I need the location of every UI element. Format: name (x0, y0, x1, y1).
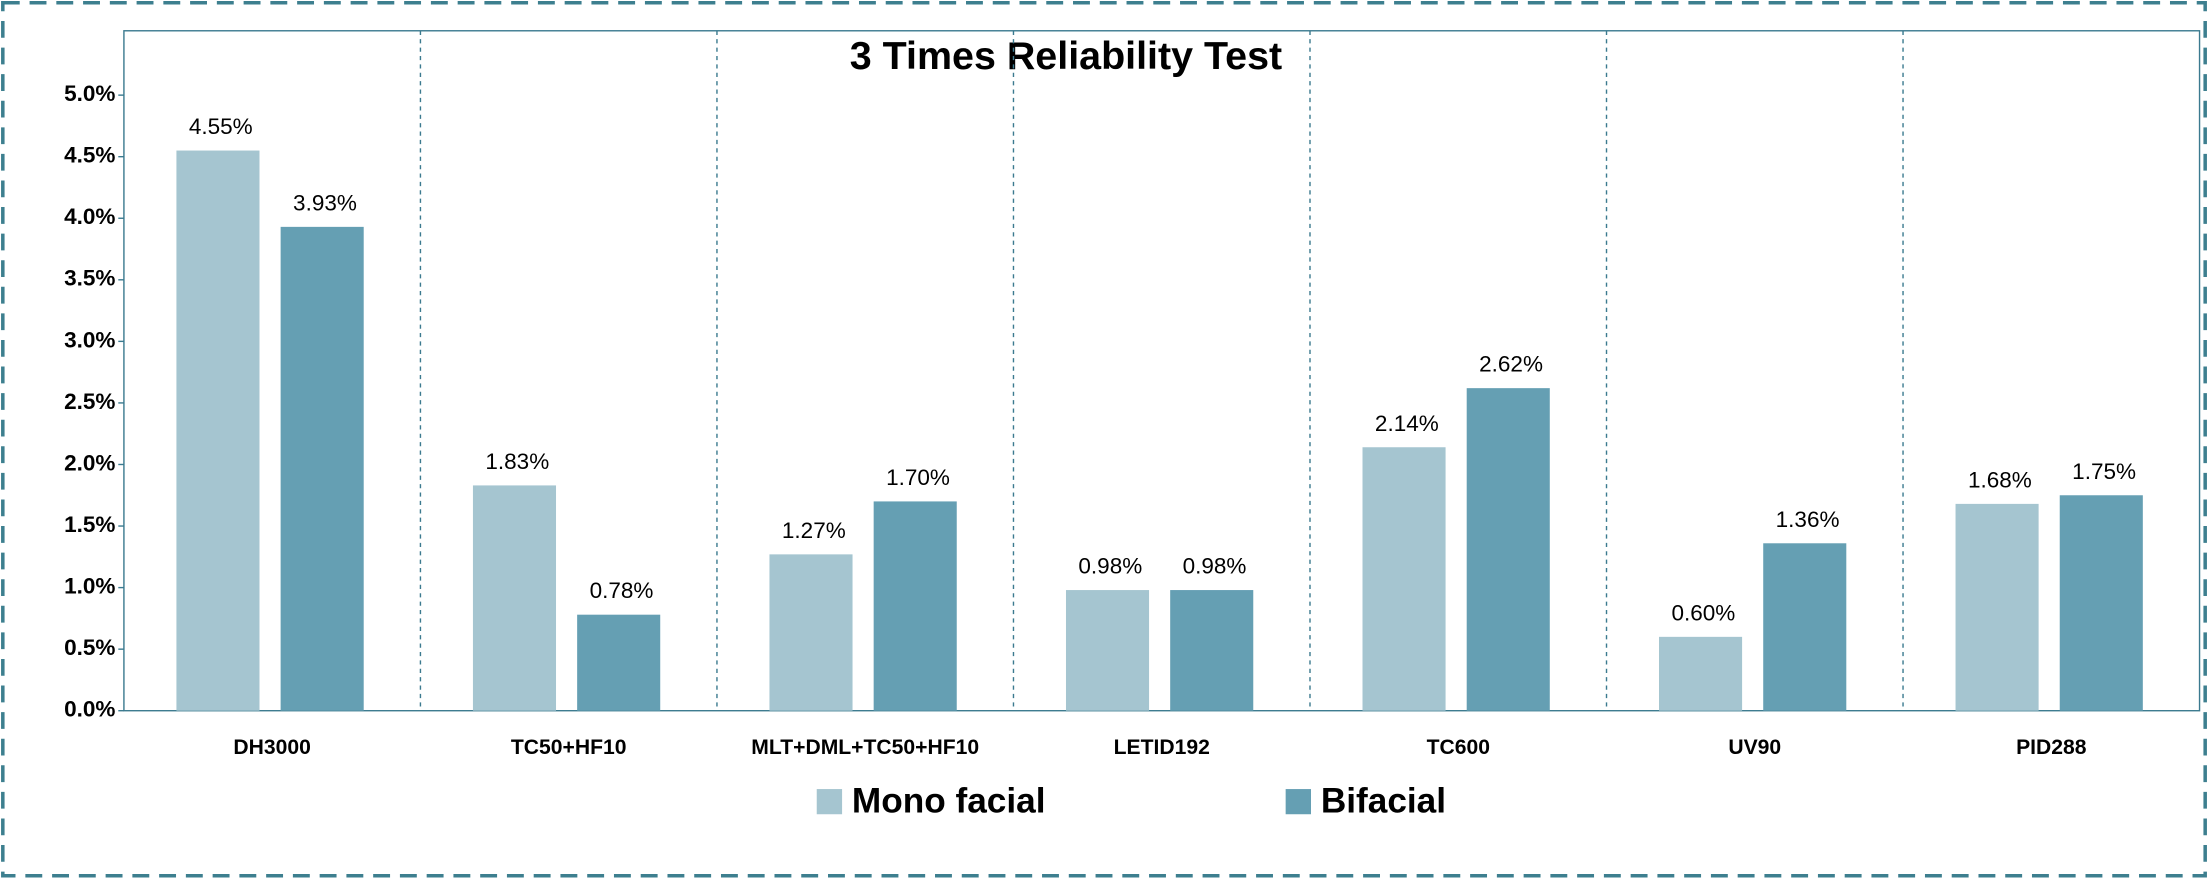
bar (472, 485, 557, 711)
x-tick-label: UV90 (1728, 736, 1781, 759)
y-tick-label: 0.5% (64, 635, 115, 660)
legend-label: Mono facial (852, 781, 1046, 820)
bar (280, 226, 364, 711)
bar (1763, 543, 1847, 711)
y-tick-label: 0.0% (64, 697, 115, 722)
value-label: 3.93% (293, 190, 357, 215)
y-tick-label: 3.0% (64, 327, 115, 352)
legend-swatch (816, 789, 843, 815)
value-label: 1.68% (1968, 467, 2032, 492)
plot-border (123, 30, 2201, 712)
bar (1659, 636, 1743, 711)
bar (176, 150, 260, 711)
y-tick-label: 4.0% (64, 204, 115, 229)
bar (769, 554, 853, 711)
value-label: 4.55% (189, 114, 253, 139)
value-label: 1.75% (2072, 459, 2136, 484)
bar (577, 614, 661, 711)
x-tick-label: DH3000 (233, 736, 310, 759)
bar (1955, 503, 2039, 711)
value-label: 0.98% (1183, 554, 1247, 579)
bar (873, 501, 957, 711)
bar (1466, 388, 1550, 711)
value-label: 1.36% (1776, 507, 1840, 532)
bar (1065, 590, 1150, 711)
value-label: 1.27% (782, 518, 846, 543)
value-label: 0.78% (590, 578, 654, 603)
chart-title: 3 Times Reliability Test (850, 34, 1282, 78)
value-label: 0.60% (1671, 600, 1735, 625)
x-tick-label: PID288 (2016, 736, 2087, 759)
x-tick-label: TC50+HF10 (511, 736, 627, 759)
y-tick-label: 3.5% (64, 266, 115, 291)
value-label: 0.98% (1078, 554, 1142, 579)
x-tick-label: MLT+DML+TC50+HF10 (751, 736, 979, 759)
bar (1170, 590, 1254, 711)
y-tick-label: 1.0% (64, 574, 115, 599)
y-tick-label: 4.5% (64, 143, 115, 168)
y-tick-label: 2.0% (64, 450, 115, 475)
y-tick-label: 1.5% (64, 512, 115, 537)
bar (2059, 495, 2143, 711)
value-label: 1.83% (485, 449, 549, 474)
value-label: 2.62% (1479, 352, 1543, 377)
x-tick-label: LETID192 (1114, 736, 1210, 759)
legend-swatch (1285, 789, 1311, 815)
y-tick-label: 5.0% (64, 81, 115, 106)
value-label: 2.14% (1375, 411, 1439, 436)
bar (1362, 447, 1446, 711)
value-label: 1.70% (886, 465, 950, 490)
legend-label: Bifacial (1321, 781, 1446, 820)
y-tick-label: 2.5% (64, 389, 115, 414)
x-tick-label: TC600 (1427, 736, 1490, 759)
